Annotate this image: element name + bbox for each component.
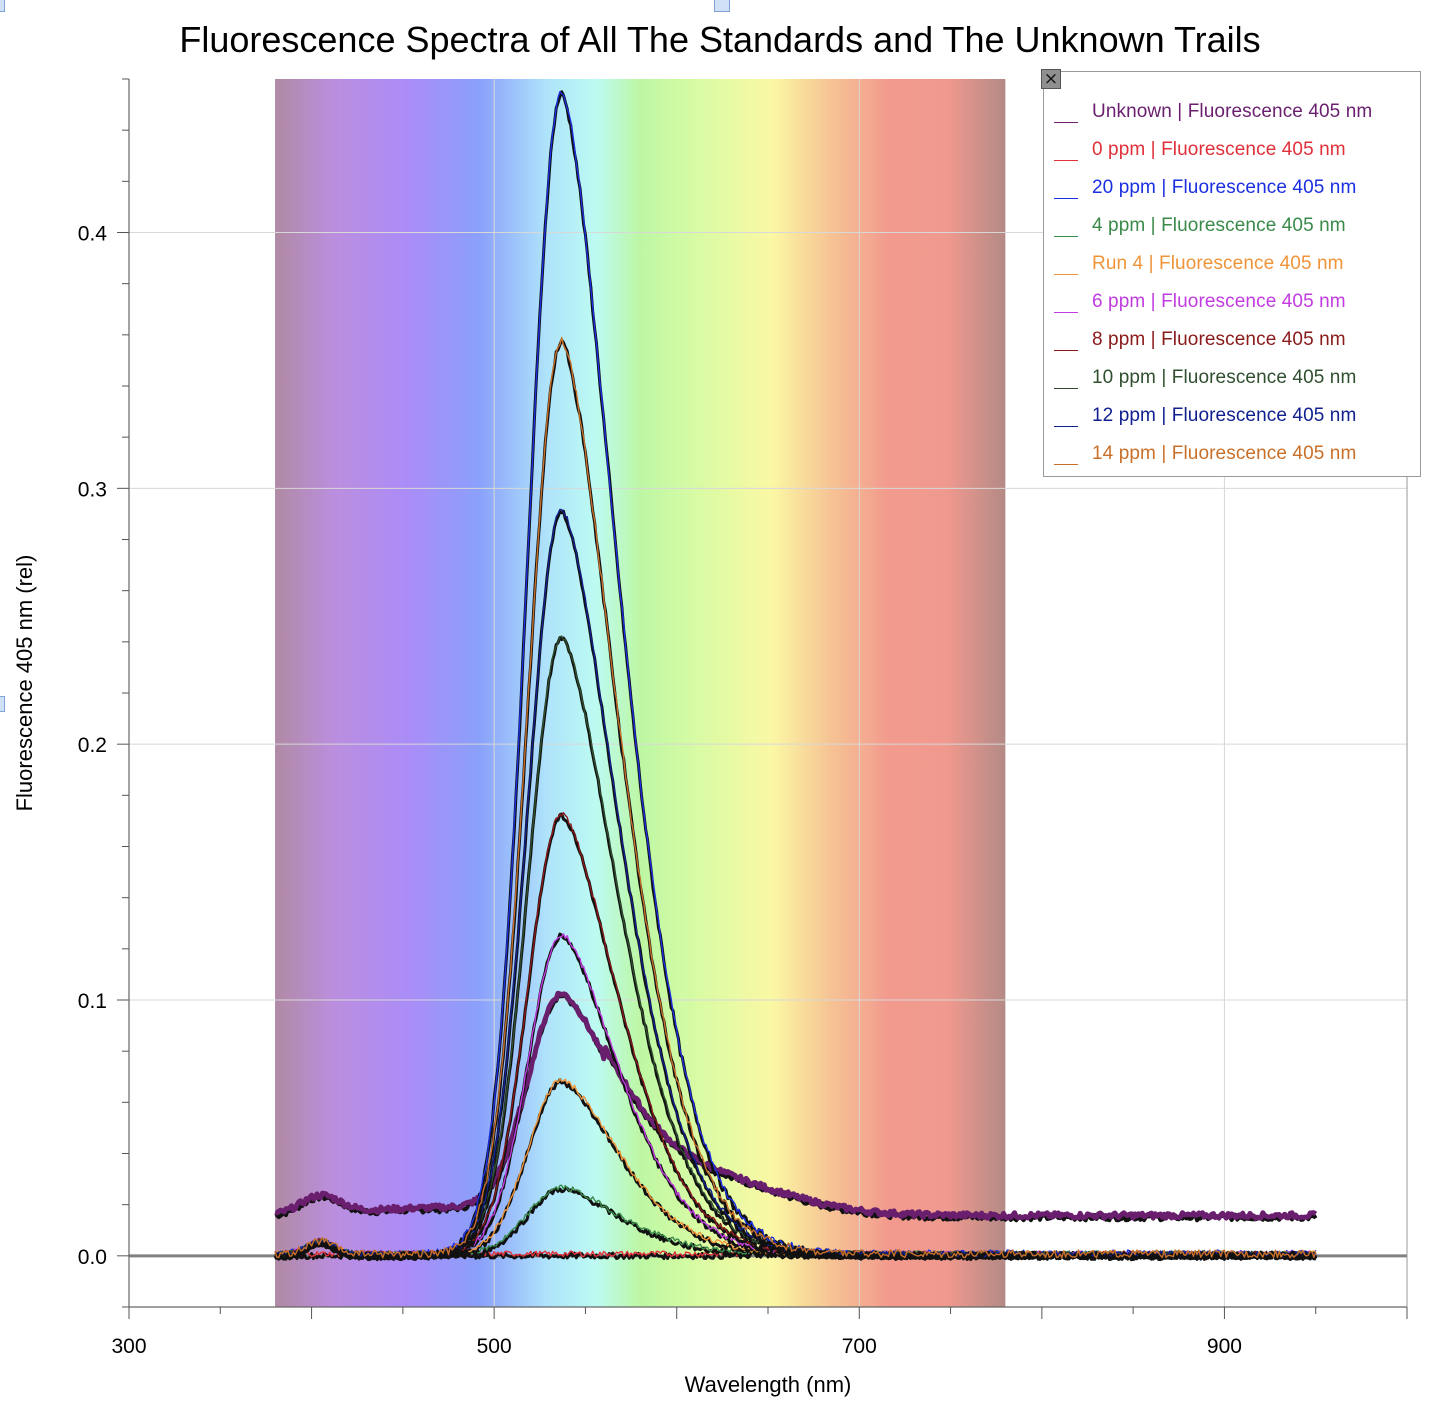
legend-swatch [1054,388,1078,389]
legend-label: 10 ppm | Fluorescence 405 nm [1092,367,1357,388]
legend-label: Run 4 | Fluorescence 405 nm [1092,253,1344,274]
chart-title: Fluorescence Spectra of All The Standard… [179,19,1260,60]
x-axis-label: Wavelength (nm) [685,1372,852,1397]
tick-labels: 300 500 700 900 0.0 0.1 0.2 0.3 0.4 [78,223,1242,1359]
series-line-path [274,990,1318,1221]
legend-swatch [1054,236,1078,237]
legend-swatch [1054,426,1078,427]
series-layer [273,90,1318,1262]
legend-swatch [1054,122,1078,123]
legend-label: 14 ppm | Fluorescence 405 nm [1092,443,1357,464]
legend-label: 8 ppm | Fluorescence 405 nm [1092,329,1346,350]
y-tick-label: 0.0 [78,1246,107,1269]
top-resize-handle[interactable] [714,0,730,12]
x-tick-label: 700 [842,1335,877,1358]
x-tick-label: 900 [1207,1335,1242,1358]
legend-swatch [1054,312,1078,313]
series-line-outline [273,338,1316,1262]
y-axis-label: Fluorescence 405 nm (rel) [12,555,37,812]
legend-label: 0 ppm | Fluorescence 405 nm [1092,139,1346,160]
legend-swatch [1054,160,1078,161]
left-resize-handle[interactable] [0,696,5,712]
legend-label: Unknown | Fluorescence 405 nm [1092,101,1373,122]
legend-swatch [1054,350,1078,351]
legend-label: 4 ppm | Fluorescence 405 nm [1092,215,1346,236]
legend-label: 12 ppm | Fluorescence 405 nm [1092,405,1357,426]
y-tick-label: 0.4 [78,223,108,246]
legend-label: 6 ppm | Fluorescence 405 nm [1092,291,1346,312]
series-line-path [274,336,1317,1259]
chart-legend: × Unknown | Fluorescence 405 nm 0 ppm | F… [1041,69,1421,477]
close-icon[interactable]: × [1041,69,1061,89]
series-line [273,336,1317,1262]
x-tick-label: 500 [477,1335,512,1358]
y-tick-label: 0.1 [78,990,107,1013]
series-line [274,990,1318,1223]
x-tick-label: 300 [111,1335,146,1358]
y-tick-label: 0.2 [78,734,107,757]
legend-swatch [1054,274,1078,275]
legend-swatch [1054,198,1078,199]
legend-label: 20 ppm | Fluorescence 405 nm [1092,177,1357,198]
legend-swatch [1054,464,1078,465]
y-tick-label: 0.3 [78,478,107,501]
top-left-resize-handle[interactable] [0,0,5,12]
